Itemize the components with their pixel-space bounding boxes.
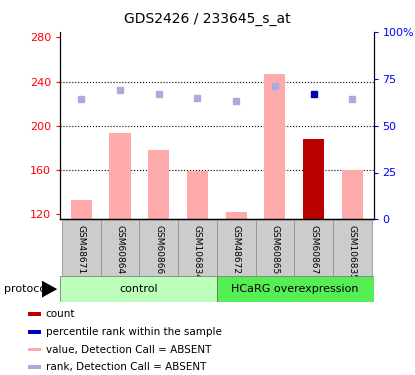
Bar bbox=[148, 150, 169, 219]
Text: GSM106834: GSM106834 bbox=[193, 225, 202, 279]
Bar bbox=[28, 312, 41, 316]
Text: count: count bbox=[46, 309, 75, 319]
Text: HCaRG overexpression: HCaRG overexpression bbox=[232, 284, 359, 294]
Text: percentile rank within the sample: percentile rank within the sample bbox=[46, 327, 222, 337]
Bar bbox=[28, 365, 41, 369]
Bar bbox=[217, 220, 256, 276]
Bar bbox=[342, 170, 363, 219]
Bar bbox=[60, 276, 217, 302]
Text: GSM48672: GSM48672 bbox=[232, 225, 241, 274]
Bar bbox=[256, 220, 294, 276]
Bar bbox=[28, 348, 41, 351]
Bar bbox=[225, 211, 247, 219]
Bar bbox=[178, 220, 217, 276]
Bar bbox=[264, 74, 286, 219]
Text: control: control bbox=[119, 284, 158, 294]
Text: value, Detection Call = ABSENT: value, Detection Call = ABSENT bbox=[46, 345, 211, 354]
Bar bbox=[71, 200, 92, 219]
Bar bbox=[187, 171, 208, 219]
Bar bbox=[294, 220, 333, 276]
Text: GSM60865: GSM60865 bbox=[270, 225, 279, 274]
Text: GDS2426 / 233645_s_at: GDS2426 / 233645_s_at bbox=[124, 12, 291, 26]
Text: protocol: protocol bbox=[4, 284, 49, 294]
Bar bbox=[62, 220, 101, 276]
Text: GSM60864: GSM60864 bbox=[116, 225, 124, 274]
Bar bbox=[139, 220, 178, 276]
Text: GSM106835: GSM106835 bbox=[348, 225, 357, 280]
Text: rank, Detection Call = ABSENT: rank, Detection Call = ABSENT bbox=[46, 362, 206, 372]
Bar bbox=[101, 220, 139, 276]
Text: GSM60866: GSM60866 bbox=[154, 225, 164, 274]
Bar bbox=[110, 134, 131, 219]
Bar bbox=[28, 330, 41, 334]
Bar bbox=[303, 139, 324, 219]
Bar bbox=[217, 276, 374, 302]
Text: GSM48671: GSM48671 bbox=[77, 225, 86, 274]
Text: GSM60867: GSM60867 bbox=[309, 225, 318, 274]
Polygon shape bbox=[42, 280, 57, 298]
Bar bbox=[333, 220, 371, 276]
